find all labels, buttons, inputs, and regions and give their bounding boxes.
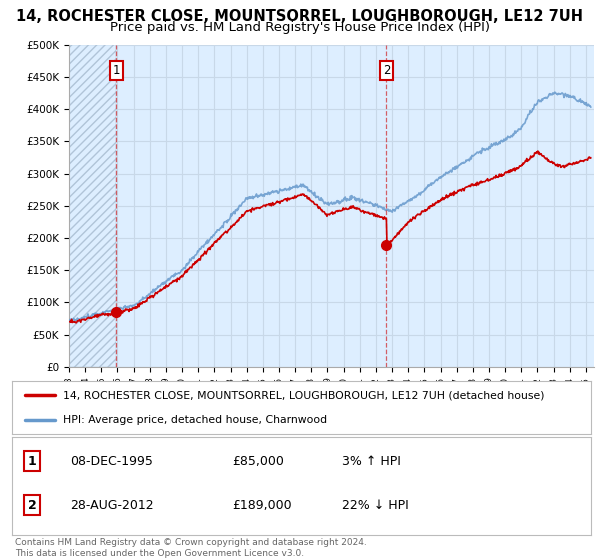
Text: 1: 1	[113, 64, 120, 77]
Text: £85,000: £85,000	[232, 455, 284, 468]
Text: HPI: Average price, detached house, Charnwood: HPI: Average price, detached house, Char…	[63, 414, 327, 424]
Text: 08-DEC-1995: 08-DEC-1995	[70, 455, 153, 468]
Text: Price paid vs. HM Land Registry's House Price Index (HPI): Price paid vs. HM Land Registry's House …	[110, 21, 490, 34]
Text: £189,000: £189,000	[232, 499, 292, 512]
Text: 22% ↓ HPI: 22% ↓ HPI	[342, 499, 409, 512]
Text: 28-AUG-2012: 28-AUG-2012	[70, 499, 154, 512]
Text: 14, ROCHESTER CLOSE, MOUNTSORREL, LOUGHBOROUGH, LE12 7UH (detached house): 14, ROCHESTER CLOSE, MOUNTSORREL, LOUGHB…	[63, 390, 544, 400]
Text: Contains HM Land Registry data © Crown copyright and database right 2024.
This d: Contains HM Land Registry data © Crown c…	[15, 538, 367, 558]
Bar	[69, 45, 116, 367]
Text: 2: 2	[28, 499, 37, 512]
Text: 14, ROCHESTER CLOSE, MOUNTSORREL, LOUGHBOROUGH, LE12 7UH: 14, ROCHESTER CLOSE, MOUNTSORREL, LOUGHB…	[17, 9, 583, 24]
Text: 2: 2	[383, 64, 390, 77]
Text: 1: 1	[28, 455, 37, 468]
Text: 3% ↑ HPI: 3% ↑ HPI	[342, 455, 401, 468]
